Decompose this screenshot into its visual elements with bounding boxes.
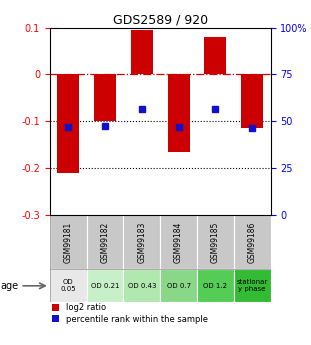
- Bar: [123, 215, 160, 269]
- Text: OD 0.21: OD 0.21: [91, 283, 119, 289]
- Text: OD 1.2: OD 1.2: [203, 283, 227, 289]
- Text: GSM99186: GSM99186: [248, 221, 257, 263]
- Text: OD
0.05: OD 0.05: [60, 279, 76, 292]
- Bar: [94, 75, 116, 121]
- Bar: [86, 269, 123, 303]
- Bar: [234, 215, 271, 269]
- Title: GDS2589 / 920: GDS2589 / 920: [113, 13, 208, 27]
- Bar: [131, 30, 153, 75]
- Bar: [197, 215, 234, 269]
- Bar: [241, 75, 263, 128]
- Legend: log2 ratio, percentile rank within the sample: log2 ratio, percentile rank within the s…: [52, 304, 208, 324]
- Bar: [234, 269, 271, 303]
- Bar: [123, 269, 160, 303]
- Bar: [160, 215, 197, 269]
- Bar: [86, 215, 123, 269]
- Text: GSM99185: GSM99185: [211, 221, 220, 263]
- Bar: [57, 75, 79, 172]
- Text: OD 0.43: OD 0.43: [128, 283, 156, 289]
- Bar: [168, 75, 190, 151]
- Bar: [204, 37, 226, 75]
- Text: GSM99182: GSM99182: [100, 221, 109, 263]
- Text: age: age: [0, 281, 18, 291]
- Text: GSM99184: GSM99184: [174, 221, 183, 263]
- Text: GSM99183: GSM99183: [137, 221, 146, 263]
- Bar: [160, 269, 197, 303]
- Text: OD 0.7: OD 0.7: [166, 283, 191, 289]
- Bar: [50, 269, 86, 303]
- Bar: [50, 215, 86, 269]
- Text: GSM99181: GSM99181: [64, 221, 73, 263]
- Text: stationar
y phase: stationar y phase: [237, 279, 268, 292]
- Bar: [197, 269, 234, 303]
